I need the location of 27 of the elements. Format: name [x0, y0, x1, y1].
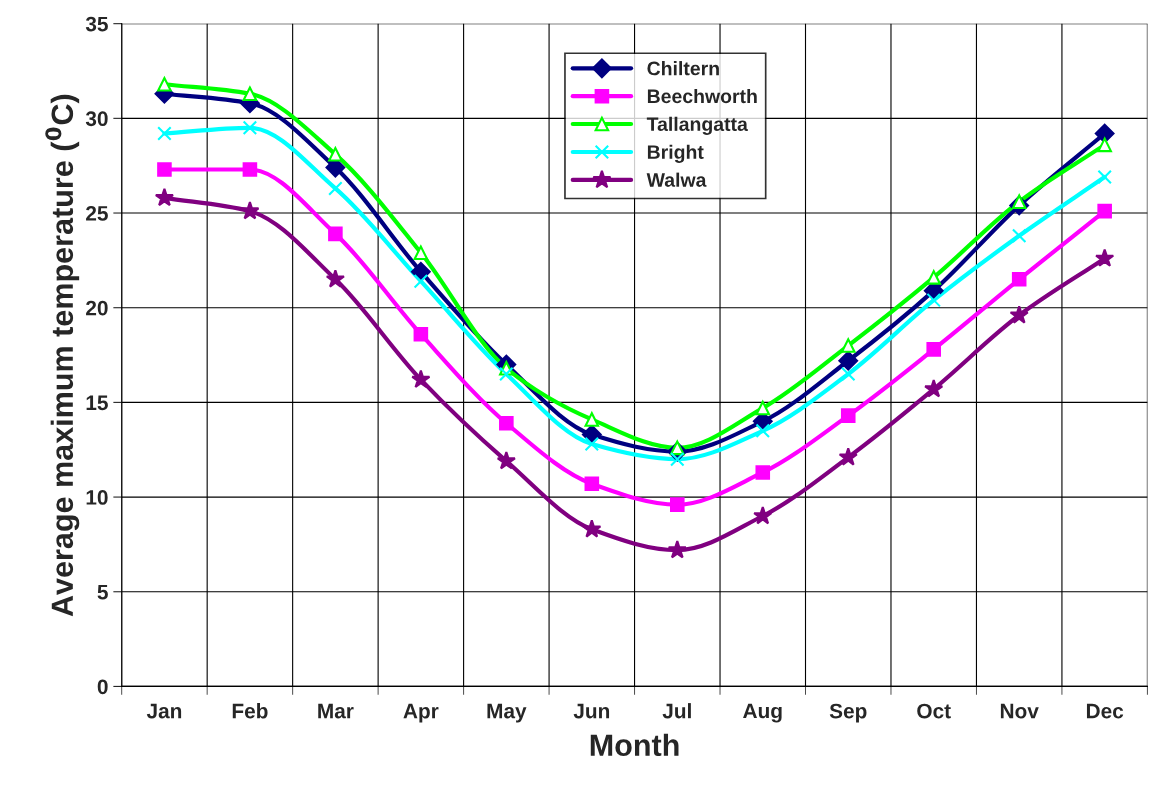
y-tick-label: 25 — [86, 206, 108, 221]
y-tick-label: 10 — [86, 490, 108, 505]
y-axis-title: Average maximum temperature ($^{0}$C) — [45, 94, 80, 617]
y-tick-label: 35 — [85, 16, 108, 32]
x-axis-title: Month — [590, 733, 679, 757]
y-tick-label: 20 — [86, 300, 108, 316]
x-tick-label: Sep — [829, 703, 867, 723]
y-tick-label: 5 — [97, 584, 108, 600]
legend-label: Beechworth — [647, 88, 757, 104]
legend-label: Chiltern — [647, 61, 719, 76]
legend-label: Bright — [647, 144, 704, 163]
x-tick-label: Apr — [403, 703, 439, 723]
legend-label: Walwa — [646, 172, 707, 187]
y-tick-label: 15 — [86, 395, 108, 411]
y-tick-label: 30 — [85, 111, 108, 127]
x-tick-label: Oct — [917, 703, 951, 719]
x-tick-label: May — [487, 703, 527, 723]
x-tick-label: Jul — [662, 703, 691, 719]
x-tick-label: Nov — [1000, 703, 1039, 719]
x-tick-label: Jun — [573, 703, 610, 719]
x-tick-label: Mar — [318, 703, 354, 719]
x-tick-label: Jan — [146, 703, 182, 719]
x-tick-label: Dec — [1086, 703, 1124, 719]
x-tick-label: Feb — [232, 703, 268, 719]
x-tick-label: Aug — [743, 703, 782, 723]
legend-label: Tallangatta — [646, 116, 748, 135]
y-tick-label: 0 — [97, 679, 108, 695]
